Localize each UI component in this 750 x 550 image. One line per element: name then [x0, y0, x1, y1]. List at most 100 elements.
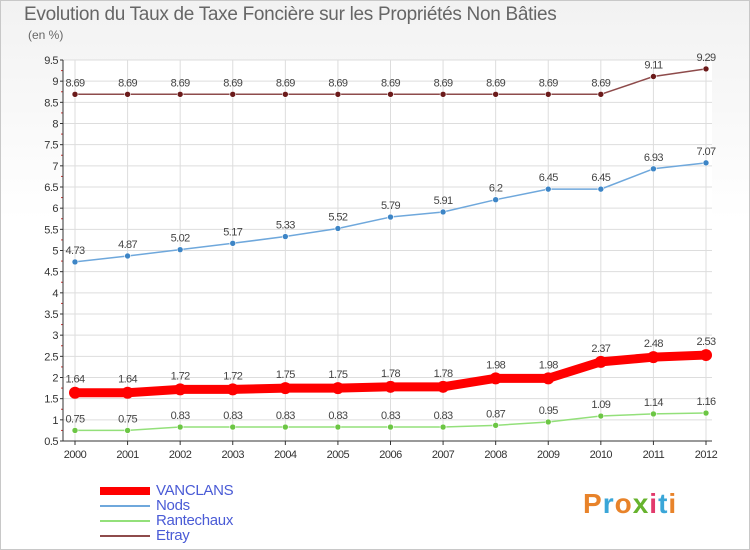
data-point-vanclans — [700, 349, 712, 362]
data-label-rantechaux: 0.83 — [328, 410, 347, 422]
legend-label: Nods — [156, 497, 190, 514]
y-tick-label: 9 — [52, 76, 58, 88]
data-label-nods: 6.45 — [539, 172, 558, 184]
legend: VANCLANS Nods Rantechaux Etray — [100, 482, 234, 544]
x-tick-label: 2007 — [432, 449, 455, 461]
data-point-nods — [176, 246, 184, 253]
data-label-etray: 8.69 — [591, 77, 610, 89]
data-point-nods — [387, 213, 394, 221]
legend-swatch — [100, 519, 150, 522]
data-point-nods — [439, 208, 447, 216]
data-label-nods: 5.17 — [223, 226, 242, 238]
data-label-rantechaux: 0.83 — [276, 410, 295, 422]
legend-label: Rantechaux — [156, 512, 234, 529]
data-point-nods — [334, 225, 342, 232]
data-label-etray: 8.69 — [118, 77, 137, 89]
data-label-vanclans: 1.78 — [381, 368, 400, 380]
data-label-rantechaux: 0.95 — [539, 405, 558, 417]
legend-item-nods: Nods — [100, 497, 233, 514]
data-point-rantechaux — [650, 410, 657, 418]
y-tick-label: 9.5 — [44, 55, 58, 67]
data-label-rantechaux: 1.16 — [696, 396, 715, 408]
chart-title: Evolution du Taux de Taxe Foncière sur l… — [24, 4, 557, 25]
logo-letter: P — [583, 488, 603, 519]
legend-item-etray: Etray — [100, 527, 233, 544]
legend-item-rantechaux: Rantechaux — [100, 512, 234, 529]
data-label-rantechaux: 0.83 — [381, 410, 400, 422]
data-point-rantechaux — [334, 423, 342, 431]
data-label-rantechaux: 0.75 — [118, 413, 137, 425]
data-label-etray: 9.29 — [696, 52, 715, 64]
data-point-vanclans — [384, 380, 397, 393]
data-point-vanclans — [542, 372, 555, 385]
x-tick-label: 2008 — [484, 449, 507, 461]
data-label-nods: 5.52 — [328, 211, 347, 223]
data-point-vanclans — [437, 380, 450, 393]
y-tick-label: 4 — [52, 288, 58, 300]
data-label-rantechaux: 0.83 — [434, 410, 453, 422]
y-tick-label: 8 — [52, 119, 58, 131]
data-point-nods — [229, 240, 237, 247]
data-point-rantechaux — [544, 418, 552, 426]
data-label-nods: 7.07 — [696, 146, 715, 158]
data-point-etray — [71, 90, 79, 98]
data-label-vanclans: 2.53 — [696, 336, 715, 348]
data-label-vanclans: 2.48 — [644, 338, 663, 350]
data-label-vanclans: 1.75 — [276, 369, 295, 381]
data-label-etray: 8.69 — [434, 77, 453, 89]
y-tick-label: 6.5 — [44, 182, 58, 194]
data-label-etray: 8.69 — [276, 77, 295, 89]
data-point-vanclans — [174, 383, 187, 396]
y-tick-label: 3 — [52, 330, 58, 342]
data-label-nods: 4.87 — [118, 239, 137, 251]
y-tick-label: 0.5 — [44, 436, 58, 448]
x-tick-label: 2010 — [590, 449, 613, 461]
logo-letter: o — [614, 488, 633, 519]
y-tick-label: 5 — [52, 246, 58, 258]
data-point-etray — [229, 90, 237, 98]
logo-letter: i — [649, 488, 659, 519]
data-point-rantechaux — [492, 422, 499, 429]
data-label-rantechaux: 0.87 — [486, 408, 505, 420]
data-label-etray: 8.69 — [328, 77, 347, 89]
data-point-rantechaux — [176, 423, 184, 431]
data-point-vanclans — [226, 383, 239, 396]
data-point-rantechaux — [71, 427, 79, 434]
data-point-rantechaux — [439, 423, 447, 431]
data-point-nods — [124, 252, 131, 260]
data-point-nods — [492, 196, 499, 203]
data-point-rantechaux — [124, 427, 131, 434]
proxiti-logo: Proxiti — [583, 488, 677, 520]
data-point-nods — [597, 185, 605, 193]
data-label-rantechaux: 0.75 — [65, 413, 84, 425]
data-point-etray — [387, 90, 394, 98]
data-label-etray: 8.69 — [539, 77, 558, 89]
data-point-etray — [124, 90, 131, 98]
data-point-vanclans — [69, 386, 81, 399]
data-point-etray — [176, 90, 184, 98]
data-point-nods — [702, 159, 710, 167]
y-tick-label: 5.5 — [44, 224, 58, 236]
y-tick-label: 6 — [52, 203, 58, 215]
data-label-etray: 8.69 — [381, 77, 400, 89]
data-label-nods: 4.73 — [65, 245, 84, 257]
logo-letter: i — [668, 488, 678, 519]
y-tick-label: 7.5 — [44, 140, 58, 152]
data-label-vanclans: 1.64 — [118, 374, 137, 386]
y-tick-label: 1.5 — [44, 394, 58, 406]
data-point-etray — [439, 90, 447, 98]
legend-item-vanclans: VANCLANS — [100, 482, 234, 499]
y-tick-label: 8.5 — [44, 97, 58, 109]
data-point-nods — [71, 258, 79, 266]
data-point-vanclans — [594, 355, 607, 368]
data-label-nods: 5.33 — [276, 220, 295, 232]
data-point-etray — [492, 90, 499, 98]
data-label-etray: 8.69 — [171, 77, 190, 89]
data-point-nods — [544, 185, 552, 193]
x-tick-label: 2000 — [64, 449, 87, 461]
data-point-rantechaux — [597, 412, 605, 420]
data-label-rantechaux: 0.83 — [223, 410, 242, 422]
x-tick-label: 2004 — [274, 449, 297, 461]
data-label-vanclans: 1.98 — [486, 359, 505, 371]
